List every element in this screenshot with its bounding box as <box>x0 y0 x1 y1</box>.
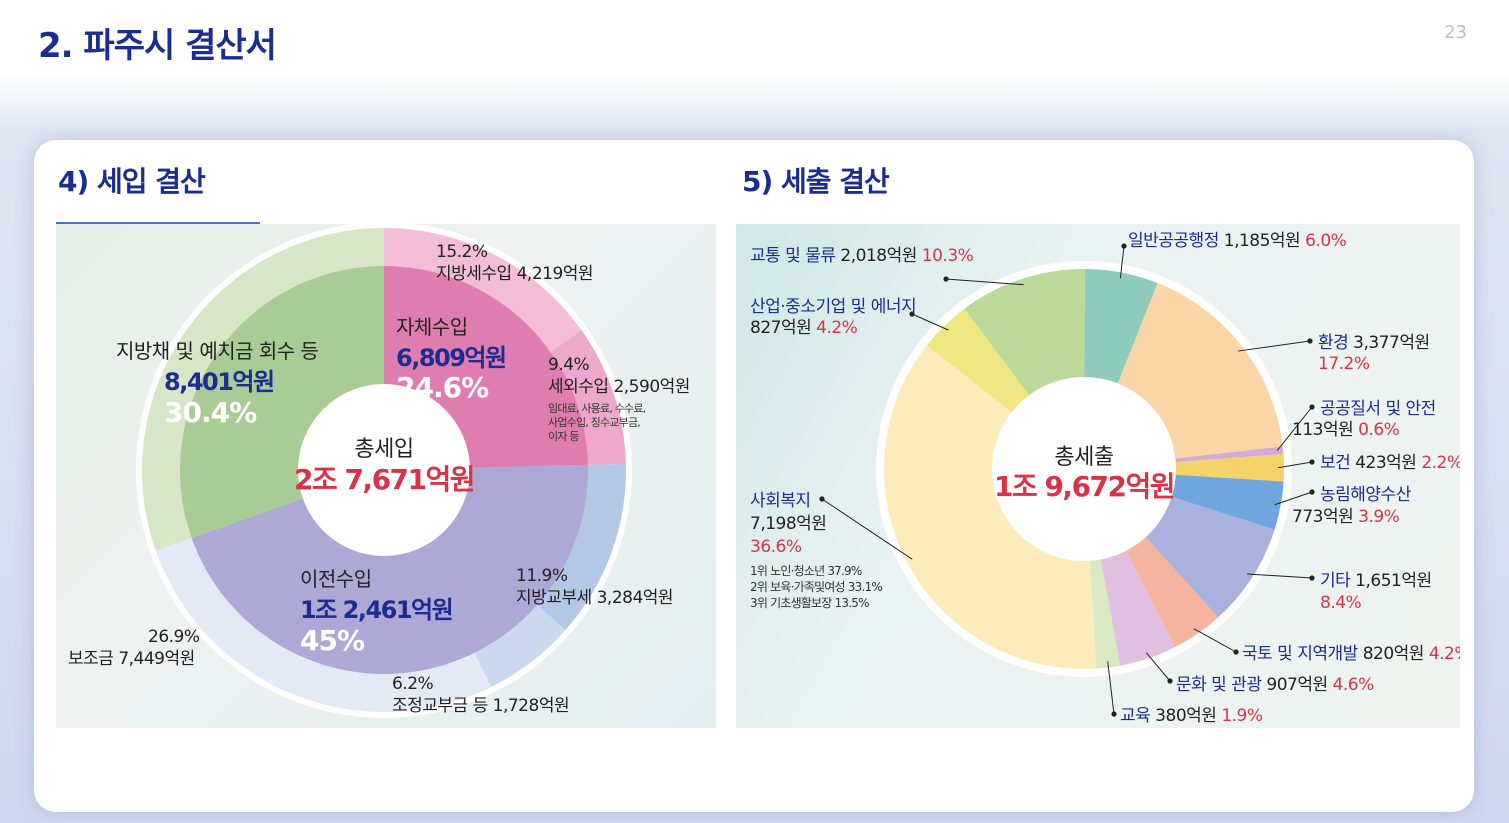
page-number: 23 <box>1444 22 1467 43</box>
slice-label-5: 기타 1,651억원 <box>1320 571 1432 591</box>
expenditure-slice-9 <box>884 345 1097 669</box>
expenditure-section-title: 5) 세출 결산 <box>742 165 890 198</box>
inner-label-amount-2: 8,401억원 <box>164 368 274 396</box>
leader-line-8 <box>1107 661 1115 715</box>
slice-label-3: 보건 423억원 2.2% <box>1320 453 1460 473</box>
slice-label-6: 국토 및 지역개발 820억원 4.2% <box>1242 644 1460 664</box>
expenditure-chart-panel: 총세출 1조 9,672억원 일반공공행정 1,185억원 6.0% 환경 3,377… <box>736 224 1460 728</box>
expenditure-center-label: 총세출 <box>1054 445 1113 470</box>
outer-label-percent-2: 11.9% <box>516 566 568 586</box>
inner-label-percent-1: 45% <box>300 624 365 657</box>
inner-label-percent-2: 30.4% <box>164 396 257 429</box>
outer-label-percent-3: 6.2% <box>392 674 434 694</box>
leader-line-9 <box>821 498 913 560</box>
leader-dot-6 <box>1233 649 1239 655</box>
page-title: 2. 파주시 결산서 <box>38 26 277 66</box>
slice-label-0: 일반공공행정 1,185억원 6.0% <box>1128 231 1347 251</box>
slice-label-4: 농림해양수산 <box>1320 485 1412 505</box>
welfare-detail-2: 3위 기초생활보장 13.5% <box>750 596 869 610</box>
slice-label-1-percent: 17.2% <box>1318 354 1370 374</box>
revenue-center-value: 2조 7,671억원 <box>294 463 474 496</box>
leader-line-0 <box>1119 245 1125 279</box>
leader-line-4 <box>1274 491 1313 506</box>
inner-label-percent-0: 24.6% <box>396 371 489 404</box>
expenditure-center-value: 1조 9,672억원 <box>994 470 1174 503</box>
leader-dot-7 <box>1167 678 1173 684</box>
slice-label-9-percent: 36.6% <box>750 537 802 557</box>
slice-label-9-amount: 7,198억원 <box>750 514 826 534</box>
expenditure-slice-3 <box>1084 453 1284 482</box>
leader-line-10 <box>911 313 949 331</box>
outer-label-percent-4: 26.9% <box>148 627 200 647</box>
slice-label-7: 문화 및 관광 907억원 4.6% <box>1176 675 1374 695</box>
welfare-detail-1: 2위 보육·가족및여성 33.1% <box>750 580 882 594</box>
leader-dot-1 <box>1307 338 1313 344</box>
outer-label-percent-1: 9.4% <box>548 355 590 375</box>
slice-label-2: 공공질서 및 안전 <box>1320 399 1436 419</box>
leader-line-3 <box>1277 461 1313 469</box>
inner-label-name-1: 이전수입 <box>300 567 372 591</box>
revenue-section-title: 4) 세입 결산 <box>58 165 206 198</box>
expenditure-center-hole <box>992 377 1176 561</box>
slice-label-8: 교육 380억원 1.9% <box>1120 706 1263 726</box>
slice-label-1: 환경 3,377억원 <box>1318 333 1430 353</box>
leader-dot-11 <box>943 276 949 282</box>
outer-label-text-0: 지방세수입 4,219억원 <box>436 264 593 284</box>
inner-label-amount-0: 6,809억원 <box>396 344 506 372</box>
slice-label-11: 교통 및 물류 2,018억원 10.3% <box>750 246 974 266</box>
leader-line-7 <box>1145 652 1171 682</box>
slice-label-2-amount: 113억원 0.6% <box>1292 420 1400 440</box>
slice-label-10-amount: 827억원 4.2% <box>750 318 858 338</box>
leader-dot-3 <box>1309 459 1315 465</box>
outer-label-text-2: 지방교부세 3,284억원 <box>516 588 673 608</box>
slice-label-9: 사회복지 <box>750 491 811 511</box>
outer-label-percent-0: 15.2% <box>436 242 488 262</box>
inner-label-amount-1: 1조 2,461억원 <box>300 596 452 624</box>
leader-dot-8 <box>1111 711 1117 717</box>
slice-label-10: 산업·중소기업 및 에너지 <box>750 297 916 317</box>
revenue-center-label: 총세입 <box>354 437 413 462</box>
leader-dot-10 <box>909 311 915 317</box>
leader-dot-9 <box>819 496 825 502</box>
leader-line-6 <box>1193 628 1237 653</box>
outer-label-note-2: 이자 등 <box>548 430 579 443</box>
leader-line-2 <box>1276 406 1313 452</box>
outer-label-text-3: 조정교부금 등 1,728억원 <box>392 696 569 716</box>
slice-label-4-amount: 773억원 3.9% <box>1292 507 1400 527</box>
outer-label-text-1: 세외수입 2,590억원 <box>548 377 690 397</box>
revenue-chart-panel: 총세입 2조 7,671억원 자체수입 6,809억원 24.6% 이전수입 1조 2,46… <box>56 224 716 728</box>
revenue-inner-slice-1 <box>191 464 588 674</box>
revenue-title-underline <box>56 222 260 224</box>
inner-label-name-0: 자체수입 <box>396 315 468 339</box>
inner-label-name-2: 지방채 및 예치금 회수 등 <box>116 339 319 363</box>
outer-label-note-0: 임대료, 사용료, 수수료, <box>548 402 646 415</box>
leader-line-11 <box>945 278 1024 286</box>
outer-label-note-1: 사업수입, 징수교부금, <box>548 416 640 429</box>
outer-label-text-4: 보조금 7,449억원 <box>68 649 195 669</box>
welfare-detail-0: 1위 노인·청소년 37.9% <box>750 564 862 578</box>
leader-dot-2 <box>1309 404 1315 410</box>
leader-line-5 <box>1247 573 1313 579</box>
slice-label-5-percent: 8.4% <box>1320 593 1362 613</box>
leader-dot-0 <box>1121 243 1127 249</box>
leader-line-1 <box>1237 340 1311 352</box>
revenue-center-hole <box>298 384 470 556</box>
leader-dot-4 <box>1309 489 1315 495</box>
leader-dot-5 <box>1309 575 1315 581</box>
